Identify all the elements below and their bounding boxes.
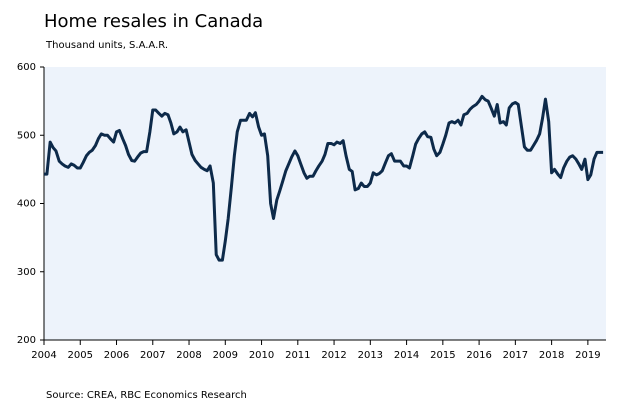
y-tick-label: 200 bbox=[17, 335, 36, 346]
x-tick-label: 2017 bbox=[503, 350, 528, 361]
x-tick-label: 2019 bbox=[575, 350, 600, 361]
x-tick-label: 2004 bbox=[31, 350, 56, 361]
x-tick-label: 2008 bbox=[176, 350, 201, 361]
x-tick-label: 2014 bbox=[394, 350, 419, 361]
x-tick-label: 2018 bbox=[539, 350, 564, 361]
x-tick-label: 2006 bbox=[104, 350, 129, 361]
x-tick-label: 2013 bbox=[358, 350, 383, 361]
y-tick-label: 500 bbox=[17, 130, 36, 141]
data-line bbox=[44, 94, 604, 262]
x-tick-label: 2015 bbox=[430, 350, 455, 361]
source-note: Source: CREA, RBC Economics Research bbox=[46, 390, 247, 401]
chart-title: Home resales in Canada bbox=[44, 11, 263, 32]
x-tick-label: 2016 bbox=[466, 350, 491, 361]
y-tick-label: 600 bbox=[17, 62, 36, 73]
x-tick-label: 2009 bbox=[213, 350, 238, 361]
plot-area bbox=[44, 67, 606, 340]
x-tick-label: 2012 bbox=[321, 350, 346, 361]
x-tick-label: 2007 bbox=[140, 350, 165, 361]
x-tick-label: 2011 bbox=[285, 350, 310, 361]
chart-subtitle: Thousand units, S.A.A.R. bbox=[45, 40, 168, 51]
x-tick-label: 2005 bbox=[68, 350, 93, 361]
y-tick-label: 300 bbox=[17, 267, 36, 278]
x-tick-label: 2010 bbox=[249, 350, 274, 361]
y-tick-label: 400 bbox=[17, 199, 36, 210]
